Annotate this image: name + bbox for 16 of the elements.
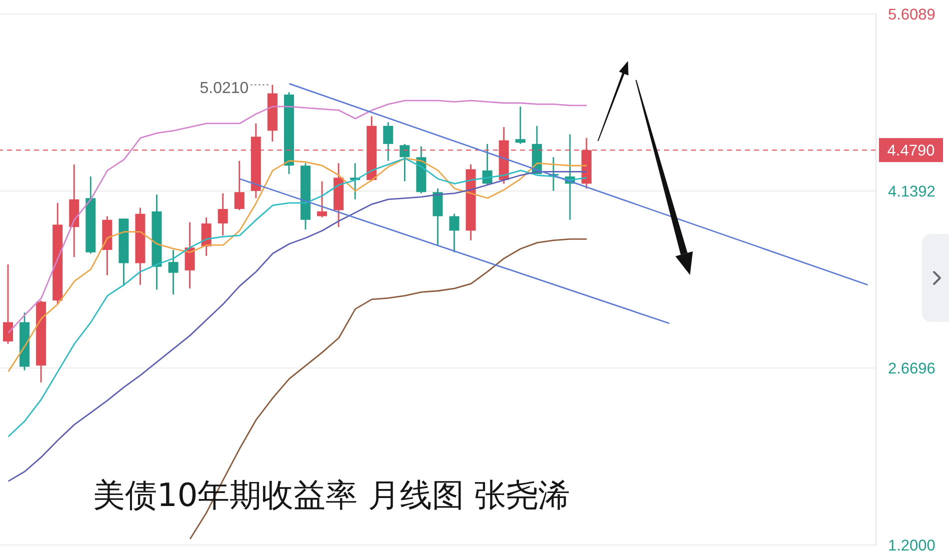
- candlestick: [184, 222, 195, 290]
- candlestick: [168, 249, 178, 296]
- y-tick-label: 1.2000: [888, 538, 936, 555]
- y-tick-label: 2.6696: [888, 360, 936, 378]
- candlestick: [449, 213, 460, 254]
- candlestick: [3, 264, 13, 345]
- annotation: 5.0210: [200, 80, 249, 97]
- candlestick: [400, 143, 410, 182]
- y-tick-label: 5.6089: [888, 6, 936, 24]
- candlestick: [383, 122, 394, 162]
- y-tick-label: 4.1392: [888, 184, 936, 201]
- candlestick: [317, 180, 328, 218]
- candlestick: [218, 192, 228, 236]
- candlestick: [515, 106, 526, 145]
- candlestick: [234, 160, 244, 211]
- ref-line-label: 4.4790: [887, 142, 936, 160]
